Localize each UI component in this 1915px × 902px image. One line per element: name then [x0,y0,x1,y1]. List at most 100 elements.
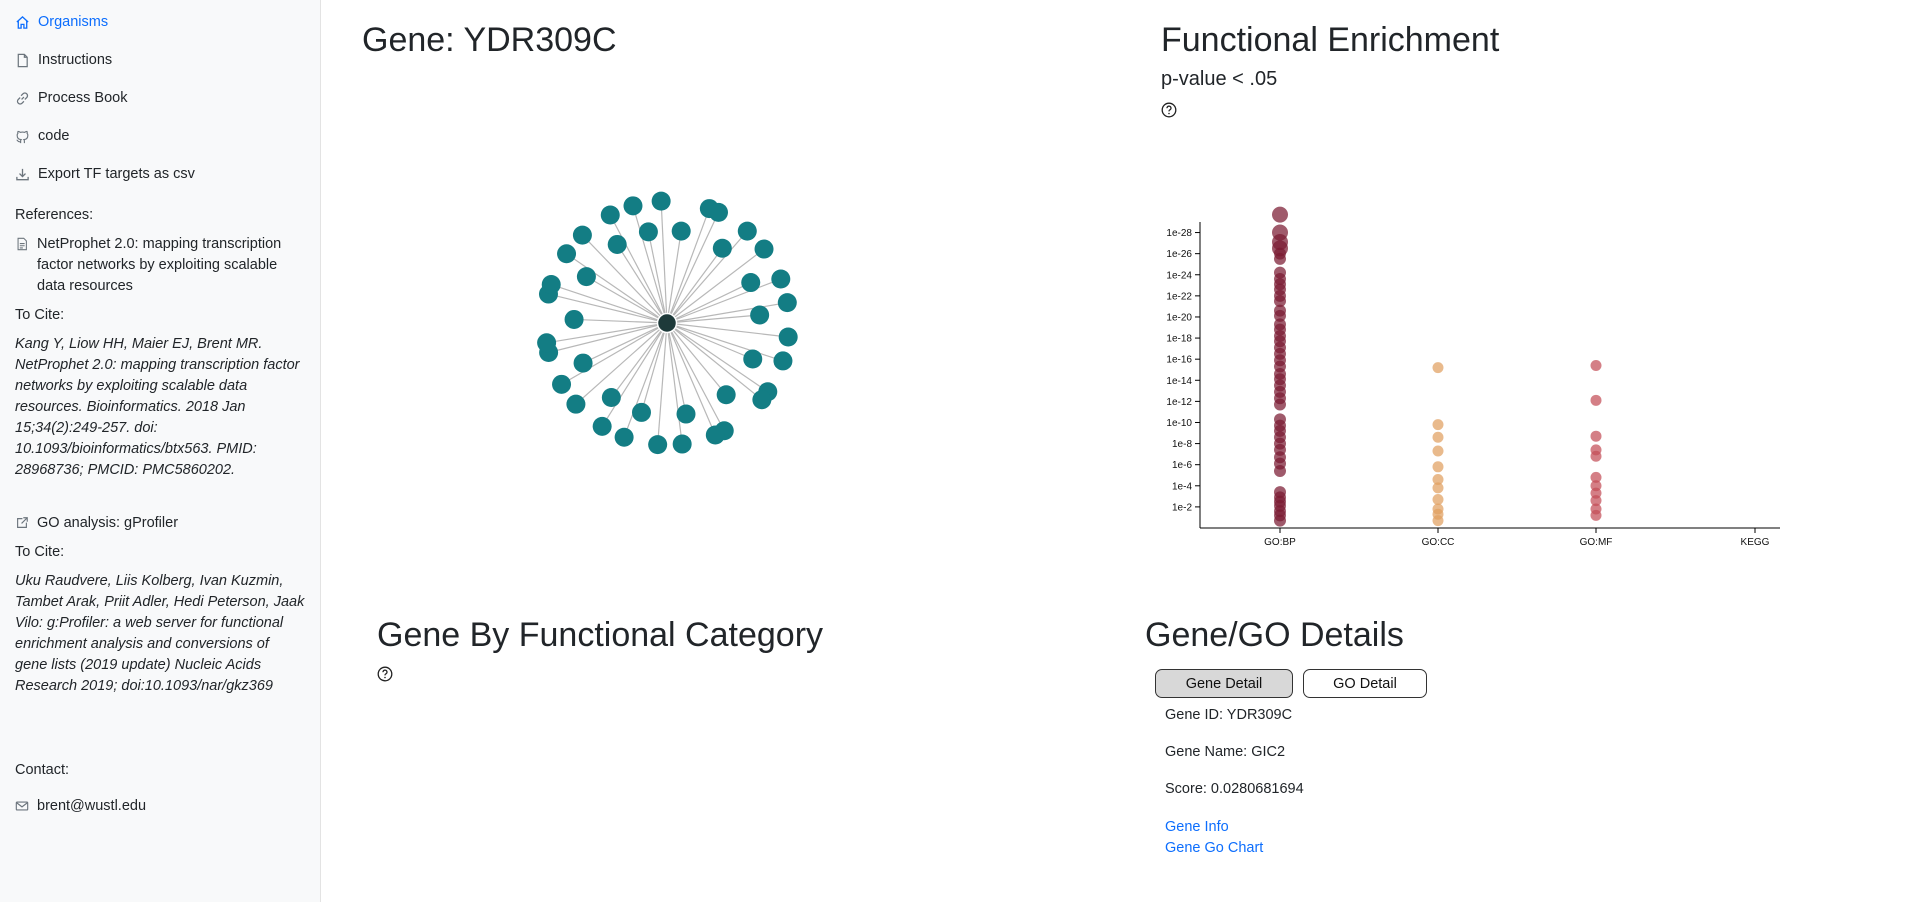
home-icon [16,15,29,29]
network-edge [586,276,668,324]
network-target-node[interactable] [541,275,561,295]
network-target-node[interactable] [712,238,732,258]
enrichment-point[interactable] [1274,465,1286,478]
network-target-node[interactable] [750,305,770,325]
network-target-node[interactable] [566,394,586,414]
network-edge [581,234,668,324]
enrichment-point[interactable] [1272,206,1288,223]
enrichment-subtitle: p-value < .05 [1161,68,1278,90]
gene-info-link[interactable]: Gene Info [1165,819,1229,835]
network-target-node[interactable] [607,234,627,254]
network-target-node[interactable] [537,333,557,353]
enrichment-point[interactable] [1274,295,1286,308]
network-target-node[interactable] [601,388,621,408]
network-target-node[interactable] [576,267,596,287]
network-target-node[interactable] [716,385,736,405]
y-tick-label: 1e-16 [1166,355,1192,366]
tab-gene-detail[interactable]: Gene Detail [1155,669,1293,698]
y-tick-label: 1e-2 [1172,502,1192,513]
enrichment-point[interactable] [1590,509,1602,521]
go-analysis-link[interactable]: GO analysis: gProfiler [15,513,305,534]
network-target-node[interactable] [741,273,761,293]
enrichment-point[interactable] [1274,514,1286,527]
question-circle-icon[interactable] [1161,102,1177,118]
enrichment-point[interactable] [1432,362,1444,374]
network-edge [640,322,668,413]
network-edge [666,322,789,338]
enrichment-point[interactable] [1590,430,1602,442]
network-target-node[interactable] [708,202,728,222]
network-target-node[interactable] [672,434,692,454]
network-target-node[interactable] [631,402,651,422]
network-target-node[interactable] [778,327,798,347]
enrichment-point[interactable] [1590,471,1602,483]
go-analysis-text: GO analysis: gProfiler [37,515,179,531]
network-target-node[interactable] [743,349,763,369]
network-edge [666,322,716,436]
network-target-node[interactable] [638,222,658,242]
enrichment-point[interactable] [1590,394,1602,406]
enrichment-point[interactable] [1432,461,1444,473]
contact-email-text: brent@wustl.edu [37,798,147,814]
network-edge [574,318,668,324]
network-target-node[interactable] [564,309,584,329]
network-center-node[interactable] [656,312,678,334]
network-target-node[interactable] [614,427,634,447]
network-target-node[interactable] [600,205,620,225]
nav-process-book[interactable]: Process Book [15,90,127,106]
network-target-node[interactable] [676,404,696,424]
enrichment-point[interactable] [1274,398,1286,411]
network-target-node[interactable] [671,221,691,241]
enrichment-point[interactable] [1274,252,1286,265]
x-tick-label: GO:MF [1580,537,1613,545]
nav-code[interactable]: code [15,128,69,144]
enrichment-point[interactable] [1590,495,1602,507]
enrichment-scatter-chart[interactable]: 1e-2 1e-4 1e-6 1e-8 1e-10 1e-12 1e-14 1e-16 1e-1… [1140,205,1785,545]
enrichment-title: Functional Enrichment [1161,21,1500,59]
y-tick-label: 1e-20 [1166,312,1192,323]
network-target-node[interactable] [648,435,668,455]
network-target-node[interactable] [752,390,772,410]
network-target-node[interactable] [572,225,592,245]
network-edge [616,244,668,324]
network-target-node[interactable] [754,239,774,259]
enrichment-point[interactable] [1432,494,1444,506]
network-target-node[interactable] [771,269,791,289]
network-target-node[interactable] [573,353,593,373]
nav-instructions[interactable]: Instructions [15,52,112,68]
nav-export-csv[interactable]: Export TF targets as csv [15,166,195,182]
tab-go-detail[interactable]: GO Detail [1303,669,1427,698]
gene-go-chart-link[interactable]: Gene Go Chart [1165,840,1264,856]
github-icon [16,130,29,143]
enrichment-point[interactable] [1432,445,1444,457]
network-edge [561,322,668,385]
nav-export-csv-label: Export TF targets as csv [38,166,195,182]
file-text-icon [17,237,27,251]
network-edge [610,322,668,398]
gene-network-graph[interactable] [520,180,820,470]
network-target-node[interactable] [705,425,725,445]
reference-netprophet-link[interactable]: NetProphet 2.0: mapping transcription fa… [15,234,305,297]
nav-organisms[interactable]: Organisms [15,14,108,30]
enrichment-point[interactable] [1590,360,1602,372]
network-target-node[interactable] [623,196,643,216]
network-target-node[interactable] [552,374,572,394]
enrichment-point[interactable] [1432,473,1444,485]
enrichment-point[interactable] [1432,482,1444,494]
network-target-node[interactable] [651,191,671,211]
network-target-node[interactable] [777,293,797,313]
network-edge [666,314,760,324]
link-icon [16,91,29,105]
question-circle-icon[interactable] [377,666,393,682]
to-cite-label-2: To Cite: [15,544,65,560]
enrichment-point[interactable] [1274,309,1286,322]
network-target-node[interactable] [592,416,612,436]
network-target-node[interactable] [773,351,793,371]
enrichment-point[interactable] [1432,419,1444,431]
network-target-node[interactable] [737,221,757,241]
enrichment-point[interactable] [1590,450,1602,462]
enrichment-point[interactable] [1432,515,1444,527]
enrichment-point[interactable] [1432,431,1444,443]
contact-email-link[interactable]: brent@wustl.edu [15,796,305,817]
network-target-node[interactable] [557,244,577,264]
